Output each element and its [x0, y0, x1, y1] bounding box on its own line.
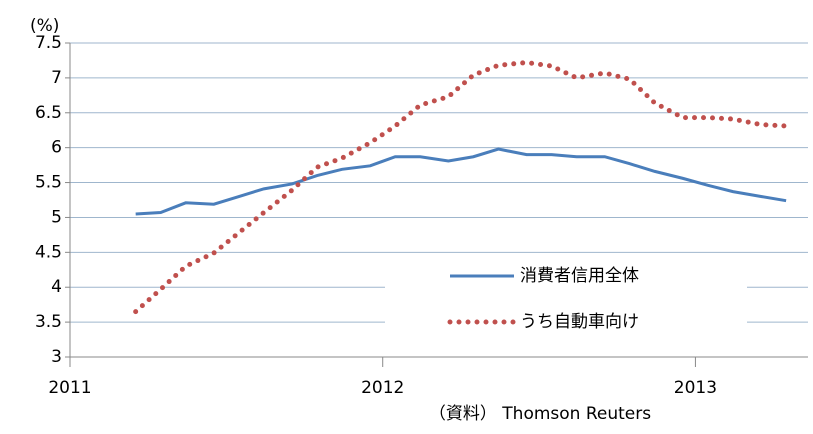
y-tick-label: 3: [51, 347, 62, 367]
y-tick-label: 4.5: [35, 242, 62, 262]
y-tick-label: 7.5: [35, 33, 62, 53]
y-tick-label: 6: [51, 138, 62, 158]
y-tick-label: 7: [51, 68, 62, 88]
x-tick-label: 2011: [48, 378, 91, 398]
series-line: [135, 147, 787, 216]
legend-label: 消費者信用全体: [520, 266, 639, 286]
x-tick-label: 2013: [674, 378, 717, 398]
series-line: [133, 60, 789, 315]
y-tick-label: 4: [51, 277, 62, 297]
y-tick-label: 6.5: [35, 103, 62, 123]
unit-label: (%): [30, 16, 59, 36]
y-tick-label: 3.5: [35, 312, 62, 332]
source-note: （資料） Thomson Reuters: [429, 404, 651, 424]
legend-label: うち自動車向け: [520, 312, 639, 332]
legend-box: [385, 258, 747, 340]
y-tick-label: 5.5: [35, 173, 62, 193]
x-tick-label: 2012: [361, 378, 404, 398]
y-tick-label: 5: [51, 207, 62, 227]
